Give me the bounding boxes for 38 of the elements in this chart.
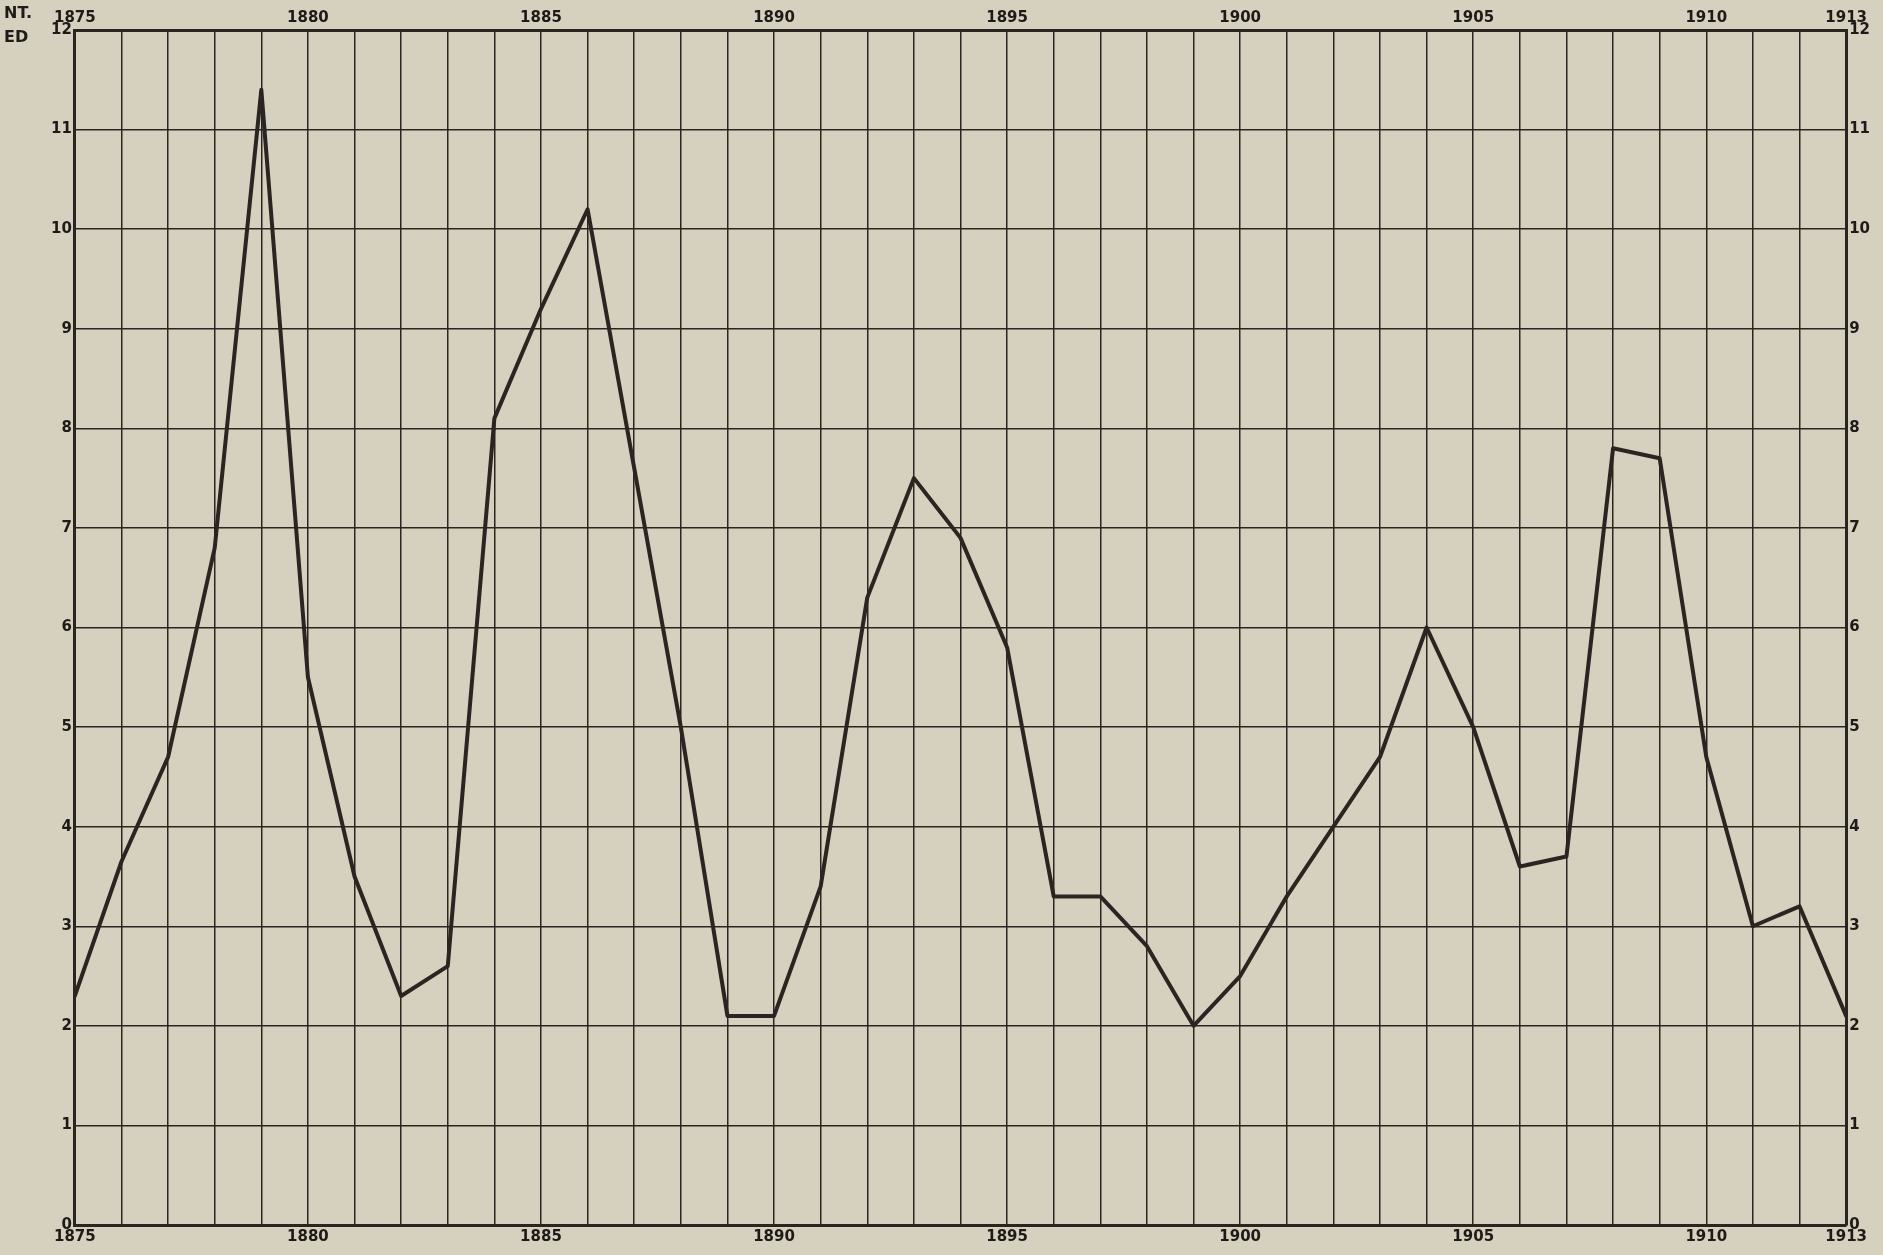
y2-tick-label: 1 bbox=[1849, 1115, 1860, 1134]
x2-tick-label: 1880 bbox=[287, 7, 329, 26]
y-tick-label: 1 bbox=[61, 1115, 72, 1134]
x2-tick-label: 1895 bbox=[986, 7, 1028, 26]
text: NT. bbox=[4, 3, 32, 23]
x-tick-label: 1885 bbox=[520, 1226, 562, 1245]
x-tick-label: 1910 bbox=[1685, 1226, 1728, 1245]
y-tick-label: 3 bbox=[61, 916, 72, 935]
y-tick-label: 6 bbox=[61, 617, 72, 636]
y2-tick-label: 4 bbox=[1849, 816, 1860, 835]
y-tick-label: 9 bbox=[61, 318, 72, 337]
y2-tick-label: 7 bbox=[1849, 517, 1860, 536]
x2-tick-label: 1900 bbox=[1219, 7, 1262, 26]
x-tick-label: 1905 bbox=[1452, 1226, 1495, 1245]
y-tick-label: 7 bbox=[61, 517, 72, 536]
x-tick-label: 1895 bbox=[986, 1226, 1028, 1245]
y2-tick-label: 6 bbox=[1849, 617, 1860, 636]
x-tick-label: 1890 bbox=[753, 1226, 795, 1245]
y2-tick-label: 10 bbox=[1849, 219, 1870, 238]
y2-tick-label: 3 bbox=[1849, 916, 1860, 935]
x-tick-label: 1880 bbox=[287, 1226, 329, 1245]
y2-tick-label: 11 bbox=[1849, 119, 1870, 138]
y2-tick-label: 8 bbox=[1849, 418, 1860, 437]
y-tick-label: 2 bbox=[61, 1015, 72, 1034]
y-tick-label: 5 bbox=[61, 716, 72, 735]
y2-tick-label: 2 bbox=[1849, 1015, 1860, 1034]
x2-tick-label: 1910 bbox=[1685, 7, 1728, 26]
x2-tick-label: 1885 bbox=[520, 7, 562, 26]
y-tick-label: 10 bbox=[51, 219, 72, 238]
x-tick-label: 1900 bbox=[1219, 1226, 1262, 1245]
y2-tick-label: 5 bbox=[1849, 716, 1860, 735]
text: ED bbox=[4, 27, 29, 47]
y-tick-label: 8 bbox=[61, 418, 72, 437]
y2-tick-label: 9 bbox=[1849, 318, 1860, 337]
y-tick-label: 11 bbox=[51, 119, 72, 138]
x2-tick-label: 1905 bbox=[1452, 7, 1495, 26]
x2-tick-label: 1890 bbox=[753, 7, 795, 26]
y-tick-label: 4 bbox=[61, 816, 72, 835]
